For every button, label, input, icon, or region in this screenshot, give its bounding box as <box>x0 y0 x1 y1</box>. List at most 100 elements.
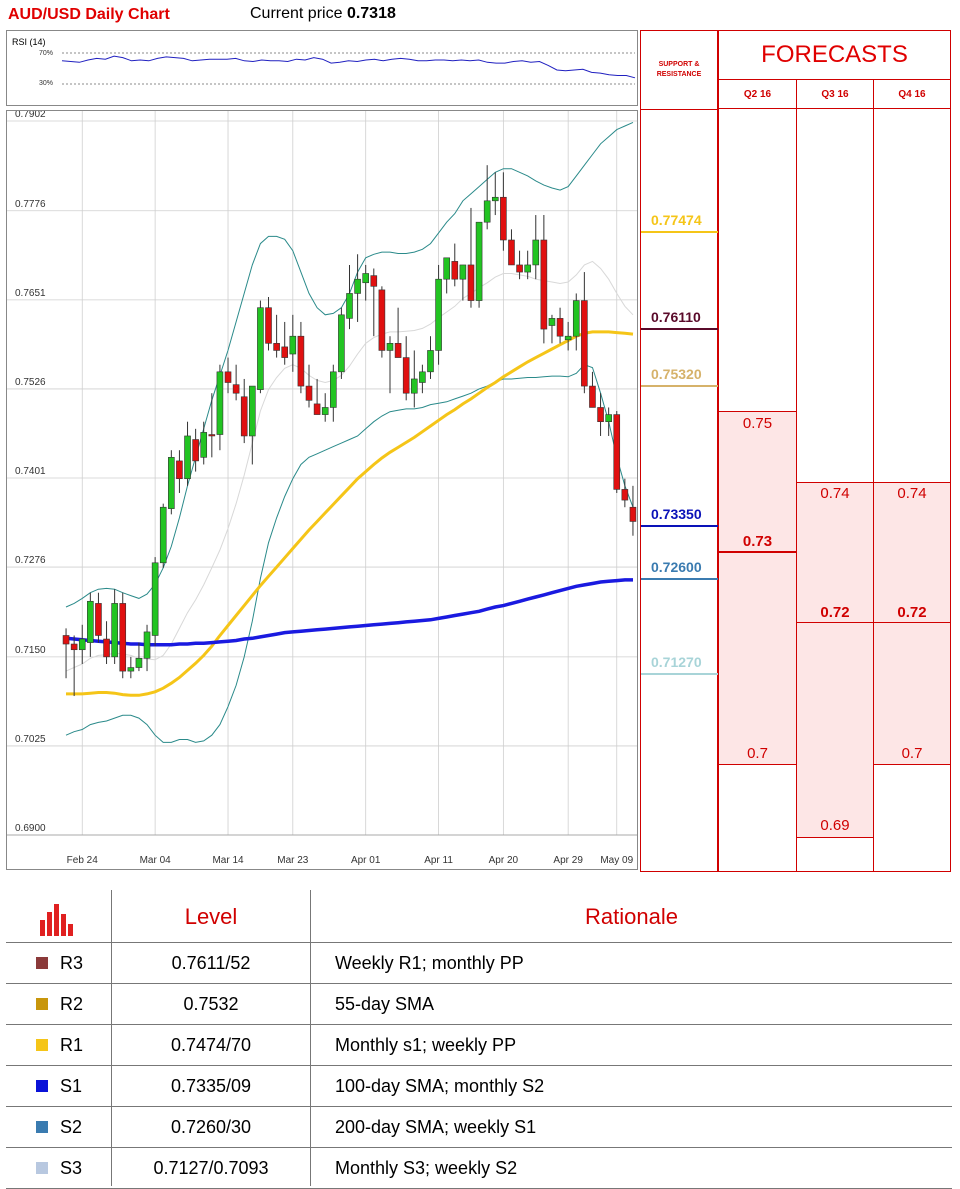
y-tick-label: 0.7025 <box>15 734 46 745</box>
level-color-swatch <box>36 957 48 969</box>
candle-body <box>297 335 305 387</box>
candle-body <box>621 489 629 501</box>
candle-body <box>378 289 386 351</box>
candle-body <box>427 350 434 373</box>
level-color-swatch <box>36 1121 48 1133</box>
level-name: R2 <box>60 994 84 1014</box>
q3-low: 0.69 <box>820 817 850 834</box>
candle-body <box>419 371 426 383</box>
current-price-label: Current price <box>250 5 343 22</box>
level-name: R3 <box>60 953 84 973</box>
sr-level-line <box>641 673 719 676</box>
level-rationale: 55-day SMA <box>335 994 435 1014</box>
sr-level-line <box>641 578 719 581</box>
table-row: R2 0.7532 55-day SMA <box>6 984 952 1025</box>
candle-body <box>273 343 280 351</box>
candle-body <box>127 667 135 672</box>
candle-body <box>402 357 410 394</box>
price-chart: 0.7902 0.7776 0.7651 0.7526 0.7401 0.7276 0.71… <box>6 110 638 870</box>
x-tick-label: Apr 29 <box>553 855 583 866</box>
candle-body <box>168 457 175 509</box>
candle-body <box>119 603 127 672</box>
candle-body <box>249 385 256 437</box>
candle-body <box>192 439 199 462</box>
candle-body <box>313 403 321 415</box>
q2-mid: 0.73 <box>742 533 773 550</box>
candle-body <box>548 318 556 326</box>
sr-level-line <box>641 231 719 234</box>
candle-body <box>305 385 313 401</box>
x-tick-label: Mar 04 <box>140 855 172 866</box>
sr-level-label: 0.73350 <box>651 506 702 523</box>
candle-body <box>216 371 224 435</box>
candle-body <box>629 506 637 522</box>
table-row: S1 0.7335/09 100-day SMA; monthly S2 <box>6 1066 952 1107</box>
candle-body <box>321 407 329 415</box>
level-color-swatch <box>36 1162 48 1174</box>
q2-low: 0.7 <box>747 745 768 762</box>
quarter-divider <box>873 80 874 871</box>
candle-body <box>597 407 604 423</box>
candle-body <box>516 264 523 273</box>
candle-body <box>443 257 450 280</box>
candle-body <box>208 434 216 437</box>
q4-forecast-range <box>874 482 950 765</box>
table-row: S2 0.7260/30 200-day SMA; weekly S1 <box>6 1107 952 1148</box>
candle-body <box>135 657 143 668</box>
level-rationale: Monthly S3; weekly S2 <box>335 1158 518 1178</box>
table-row: R1 0.7474/70 Monthly s1; weekly PP <box>6 1025 952 1066</box>
candle-body <box>240 396 248 437</box>
candle-body <box>70 643 78 651</box>
table-row: S3 0.7127/0.7093 Monthly S3; weekly S2 <box>6 1148 952 1189</box>
sr-header-line2: RESISTANCE <box>656 71 702 78</box>
y-tick-label: 0.6900 <box>15 823 46 834</box>
price-plot: 0.7902 0.7776 0.7651 0.7526 0.7401 0.7276 0.71… <box>7 111 637 866</box>
q4-high: 0.74 <box>897 485 927 502</box>
candle-body <box>176 460 183 480</box>
level-value: 0.7127/0.7093 <box>153 1158 269 1178</box>
candle-body <box>265 307 272 344</box>
sr-level-label: 0.77474 <box>651 212 702 229</box>
y-tick-label: 0.7401 <box>15 466 46 477</box>
rsi-title: RSI (14) <box>12 37 46 47</box>
candle-body <box>346 293 353 319</box>
sr-level-label: 0.76110 <box>651 309 701 326</box>
candle-body <box>224 371 232 383</box>
sr-level-label: 0.72600 <box>651 559 702 576</box>
x-tick-label: Mar 23 <box>277 855 309 866</box>
y-tick-label: 0.7526 <box>15 377 46 388</box>
candle-body <box>370 275 378 287</box>
x-tick-label: Apr 01 <box>351 855 381 866</box>
sma55-line <box>66 330 634 697</box>
candle-body <box>410 378 418 394</box>
x-tick-label: Apr 20 <box>489 855 519 866</box>
support-resistance-panel: SUPPORT & RESISTANCE 0.77474 0.76110 0.7532… <box>640 30 719 872</box>
q4-mid: 0.72 <box>897 604 927 621</box>
candle-body <box>483 200 491 223</box>
level-color-swatch <box>36 1039 48 1051</box>
candle-body <box>184 435 191 480</box>
chart-header: AUD/USD Daily Chart Current price 0.7318 <box>0 0 640 30</box>
quarter-q3-header: Q3 16 <box>797 80 873 109</box>
candle-body <box>532 239 540 266</box>
x-tick-label: May 09 <box>600 855 633 866</box>
rsi-plot <box>61 52 636 85</box>
y-tick-label: 0.7902 <box>15 111 46 120</box>
sr-level-label: 0.71270 <box>651 654 702 671</box>
level-color-swatch <box>36 998 48 1010</box>
candle-body <box>556 318 564 337</box>
level-name: R1 <box>60 1035 84 1055</box>
forecast-panel: FORECASTS Q2 16 Q3 16 Q4 16 0.75 0.73 0.… <box>718 30 951 872</box>
candle-body <box>581 300 588 387</box>
candle-body <box>200 432 208 458</box>
candle-body <box>330 371 337 408</box>
candle-body <box>491 196 499 202</box>
candle-body <box>95 603 102 636</box>
candle-body <box>435 278 442 351</box>
q4-low: 0.7 <box>901 745 923 762</box>
candle-body <box>289 335 297 355</box>
forecast-title: FORECASTS <box>719 31 950 80</box>
sr-header: SUPPORT & RESISTANCE <box>641 31 717 110</box>
level-column-header: Level <box>184 904 238 929</box>
candle-body <box>467 264 475 301</box>
